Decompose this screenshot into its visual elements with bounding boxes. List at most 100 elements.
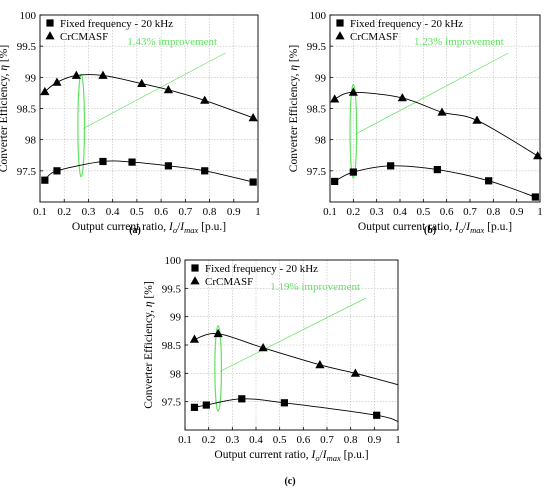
x-tick-label: 0.4 [249, 434, 263, 446]
annotation-leader-line [83, 52, 226, 129]
data-point-square [531, 193, 539, 201]
panel-caption: (c) [284, 476, 295, 487]
y-axis-label-unit: [%] [288, 45, 300, 65]
y-tick-label: 98.5 [162, 340, 182, 352]
improvement-annotation: 1.19% improvement [270, 281, 360, 293]
x-axis-label-unit: [p.u.] [198, 221, 226, 233]
data-point-square [280, 399, 288, 407]
series-line [334, 91, 538, 157]
x-tick-label: 0.2 [202, 434, 216, 446]
x-axis-label-slash: / [320, 449, 324, 461]
x-tick-label: 0.6 [440, 206, 454, 218]
x-tick-label: 1 [255, 206, 261, 218]
x-tick-label: 0.1 [323, 206, 337, 218]
series-triangle [40, 70, 258, 122]
x-axis-label-main: Output current ratio, [358, 221, 455, 233]
panel-caption: (a) [129, 225, 141, 236]
x-axis-label-sub-max: max [184, 225, 198, 235]
x-axis-label-var-2: I [322, 449, 328, 461]
data-point-square [249, 178, 257, 186]
data-point-square [433, 165, 441, 174]
series-triangle [330, 87, 543, 160]
legend-marker-triangle [335, 31, 345, 40]
data-point-square [164, 162, 172, 170]
improvement-ellipse [349, 83, 358, 179]
y-axis-label-var: η [0, 65, 10, 71]
x-tick-label: 0.4 [393, 206, 407, 218]
x-axis-label-var-2: I [179, 221, 185, 233]
data-point-triangle [248, 113, 258, 122]
x-axis-label-slash: / [177, 221, 181, 233]
x-axis-label-unit: [p.u.] [341, 449, 369, 461]
y-tick-label: 98 [170, 368, 182, 380]
x-tick-label: 0.2 [57, 206, 71, 218]
data-point-square [373, 411, 381, 419]
x-tick-label: 0.7 [463, 206, 477, 218]
legend-label: Fixed frequency - 20 kHz [60, 18, 173, 30]
improvement-ellipse [214, 325, 223, 412]
data-point-triangle [163, 85, 173, 94]
x-tick-label: 0.2 [346, 206, 360, 218]
x-tick-label: 0.3 [225, 434, 239, 446]
data-point-square [202, 401, 210, 409]
data-point-triangle [472, 115, 482, 124]
x-tick-label: 0.8 [486, 206, 500, 218]
y-tick-label: 98.5 [17, 104, 37, 116]
data-point-triangle [189, 334, 200, 343]
legend-label: CrCMASF [350, 31, 398, 43]
y-axis-label-unit: [%] [143, 281, 155, 301]
annotation-leader-line [355, 52, 509, 135]
data-point-triangle [315, 360, 325, 369]
y-axis-label-var: η [143, 301, 155, 307]
x-tick-label: 0.7 [178, 206, 192, 218]
data-point-square [485, 177, 493, 185]
y-tick-label: 98 [315, 135, 327, 147]
data-point-triangle [213, 328, 223, 338]
data-point-triangle [98, 70, 108, 79]
x-axis-label-main: Output current ratio, [72, 221, 169, 233]
y-axis-label: Converter Efficiency, η [%] [288, 45, 300, 172]
data-point-square [99, 157, 107, 166]
x-axis-label-var: I [168, 221, 174, 233]
data-point-triangle [258, 343, 268, 352]
x-tick-label: 0.1 [178, 434, 192, 446]
y-axis-label: Converter Efficiency, η [%] [0, 45, 10, 172]
x-axis-label-main: Output current ratio, [214, 449, 311, 461]
x-axis-label-sub-o: o [173, 225, 177, 235]
data-point-triangle [533, 151, 543, 160]
y-tick-label: 98 [25, 135, 37, 147]
data-point-square [349, 168, 357, 176]
series-square [331, 162, 539, 201]
x-tick-label: 0.8 [344, 434, 358, 446]
data-point-triangle [52, 77, 62, 86]
y-axis-label-unit: [%] [0, 45, 10, 65]
y-tick-label: 99 [315, 72, 327, 84]
x-axis-label: Output current ratio, Io/Imax [p.u.] [72, 221, 226, 235]
x-tick-label: 1 [395, 434, 401, 446]
x-axis-label-var-2: I [465, 221, 471, 233]
improvement-ellipse [77, 73, 86, 178]
series-square [41, 157, 257, 186]
legend-marker-square [46, 19, 54, 27]
x-tick-label: 0.5 [416, 206, 430, 218]
x-axis-label-var: I [454, 221, 460, 233]
x-tick-label: 1 [537, 206, 543, 218]
series-line [194, 333, 399, 386]
x-tick-label: 0.6 [296, 434, 310, 446]
x-tick-label: 0.7 [320, 434, 334, 446]
chart-panel-1: 0.1 0.2 0.3 0.4 0.5 0.6 0.7 0.8 0.9 1 97.5 98 98.5 99… [288, 10, 543, 235]
data-point-triangle [330, 94, 340, 103]
improvement-annotation: 1.23% improvement [414, 36, 504, 48]
y-tick-label: 99 [170, 312, 182, 324]
annotation-leader-line [219, 297, 367, 372]
series-line [44, 160, 254, 183]
data-point-triangle [40, 86, 50, 96]
legend-marker-triangle [45, 31, 55, 40]
x-axis-label-sub-max: max [470, 225, 484, 235]
data-point-triangle [200, 95, 210, 104]
x-axis-label-sub-o: o [459, 225, 463, 235]
